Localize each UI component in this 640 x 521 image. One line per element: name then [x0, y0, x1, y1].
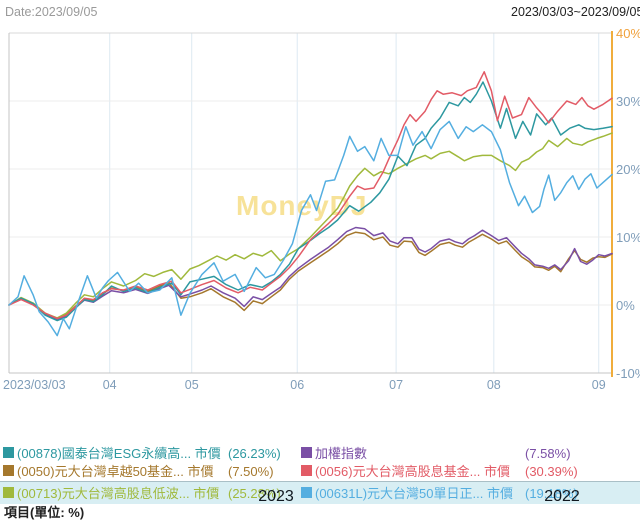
- legend-item-00878[interactable]: (00878)國泰台灣ESG永續高... 市價: [3, 445, 221, 461]
- date-range-label: 2023/03/03~2023/09/05: [511, 5, 640, 19]
- table-items-header: 項目(單位: %): [4, 505, 85, 520]
- x-tick-label: 04: [102, 378, 117, 392]
- y-tick-label: 0%: [616, 298, 635, 313]
- performance-chart[interactable]: [0, 0, 640, 400]
- series-line-00713: [8, 132, 613, 319]
- legend-return-value: (30.39%): [525, 464, 578, 479]
- legend-swatch-icon: [3, 465, 14, 476]
- legend-swatch-icon: [301, 447, 312, 458]
- legend-series-name: (00631L)元大台灣50單日正... 市價: [315, 486, 513, 501]
- x-tick-label: 07: [389, 378, 404, 392]
- legend-series-name: (00713)元大台灣高股息低波... 市價: [17, 486, 220, 501]
- legend-swatch-icon: [3, 447, 14, 458]
- legend-item-00713[interactable]: (00713)元大台灣高股息低波... 市價: [3, 485, 220, 501]
- legend-item-taiex[interactable]: 加權指數: [301, 445, 368, 461]
- legend-series-name: (0050)元大台灣卓越50基金... 市價: [17, 464, 214, 479]
- table-highlight-band: [0, 481, 640, 504]
- y-tick-label: 40%: [616, 26, 640, 41]
- legend-item-0050[interactable]: (0050)元大台灣卓越50基金... 市價: [3, 463, 214, 479]
- legend-swatch-icon: [3, 487, 14, 498]
- x-tick-label: 2023/03/03: [3, 378, 66, 392]
- legend-swatch-icon: [301, 487, 312, 498]
- x-tick-label: 08: [486, 378, 501, 392]
- legend-swatch-icon: [301, 465, 312, 476]
- legend-return-value: (7.58%): [525, 446, 571, 461]
- y-tick-label: 30%: [616, 94, 640, 109]
- legend-return-value: (7.50%): [228, 464, 274, 479]
- x-tick-label: 09: [591, 378, 606, 392]
- legend-return-value: (26.23%): [228, 446, 281, 461]
- legend-series-name: 加權指數: [315, 446, 368, 461]
- legend-item-0056[interactable]: (0056)元大台灣高股息基金... 市價: [301, 463, 511, 479]
- series-line-00631L: [8, 120, 613, 337]
- table-year-column-2022: 2022: [544, 488, 580, 505]
- legend-return-value: (25.28%): [228, 486, 281, 501]
- y-tick-label: 20%: [616, 162, 640, 177]
- y-tick-label: -10%: [616, 366, 640, 381]
- y-tick-label: 10%: [616, 230, 640, 245]
- legend-return-value: (19.18%): [525, 486, 578, 501]
- x-tick-label: 05: [184, 378, 199, 392]
- legend-series-name: (0056)元大台灣高股息基金... 市價: [315, 464, 511, 479]
- series-line-0050: [8, 231, 613, 320]
- x-tick-label: 06: [290, 378, 305, 392]
- legend-item-00631L[interactable]: (00631L)元大台灣50單日正... 市價: [301, 485, 513, 501]
- snapshot-date-label: Date:2023/09/05: [5, 5, 98, 19]
- legend-series-name: (00878)國泰台灣ESG永續高... 市價: [17, 446, 221, 461]
- table-year-column-2023: 2023: [258, 488, 294, 505]
- series-line-0056: [8, 71, 613, 320]
